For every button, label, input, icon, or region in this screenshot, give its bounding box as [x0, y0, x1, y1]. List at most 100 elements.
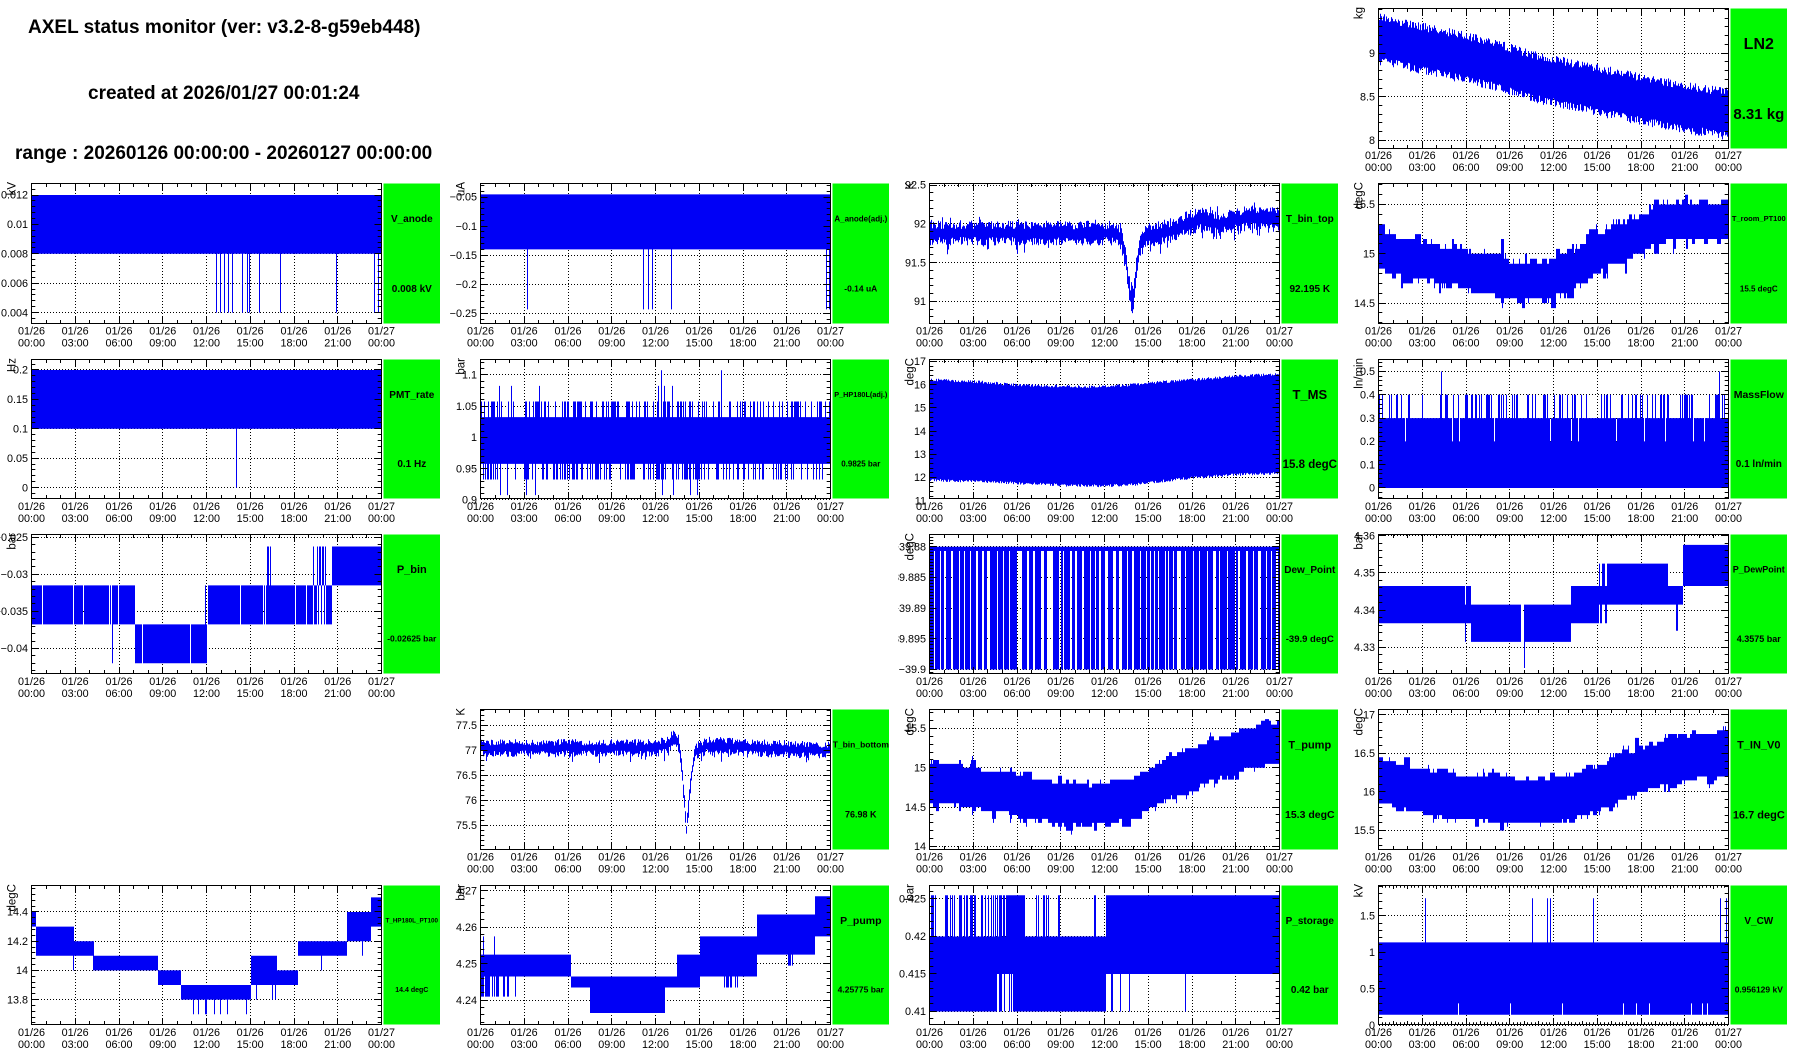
svg-text:01/26: 01/26	[18, 501, 45, 513]
svg-text:09:00: 09:00	[598, 338, 625, 350]
svg-text:4.24: 4.24	[456, 995, 477, 1007]
svg-text:bar: bar	[1354, 533, 1366, 550]
svg-text:15.5: 15.5	[1354, 199, 1375, 211]
svg-text:16.7 degC: 16.7 degC	[1733, 809, 1785, 821]
svg-text:09:00: 09:00	[149, 513, 176, 525]
svg-text:01/27: 01/27	[817, 326, 844, 338]
svg-text:00:00: 00:00	[1266, 688, 1293, 700]
svg-text:15:00: 15:00	[1135, 513, 1162, 525]
svg-text:0: 0	[1369, 1020, 1375, 1032]
svg-text:01/26: 01/26	[1496, 501, 1523, 513]
svg-text:00:00: 00:00	[916, 864, 943, 876]
svg-text:1.05: 1.05	[456, 401, 477, 413]
svg-text:03:00: 03:00	[1409, 513, 1436, 525]
svg-text:01/26: 01/26	[1627, 501, 1654, 513]
svg-text:91.5: 91.5	[905, 257, 926, 269]
svg-text:created at 2026/01/27 00:01:24: created at 2026/01/27 00:01:24	[88, 83, 360, 104]
svg-text:01/26: 01/26	[1091, 501, 1118, 513]
svg-text:15:00: 15:00	[686, 1039, 713, 1051]
svg-text:18:00: 18:00	[1178, 688, 1205, 700]
svg-text:00:00: 00:00	[1365, 688, 1392, 700]
svg-text:01/26: 01/26	[1047, 1027, 1074, 1039]
svg-text:A_anode(adj.): A_anode(adj.)	[834, 214, 887, 223]
svg-text:06:00: 06:00	[1003, 688, 1030, 700]
svg-text:01/26: 01/26	[598, 326, 625, 338]
svg-text:P_pump: P_pump	[840, 915, 881, 927]
svg-text:01/26: 01/26	[193, 326, 220, 338]
svg-text:15:00: 15:00	[1135, 688, 1162, 700]
svg-text:09:00: 09:00	[149, 688, 176, 700]
svg-text:P_DewPoint: P_DewPoint	[1733, 564, 1785, 574]
svg-text:LN2: LN2	[1744, 36, 1774, 53]
svg-text:01/26: 01/26	[686, 326, 713, 338]
svg-text:03:00: 03:00	[960, 864, 987, 876]
svg-text:01/26: 01/26	[1047, 676, 1074, 688]
svg-text:01/26: 01/26	[149, 676, 176, 688]
svg-text:14.5: 14.5	[905, 802, 926, 814]
svg-text:15.5 degC: 15.5 degC	[1740, 284, 1778, 293]
svg-text:00:00: 00:00	[18, 688, 45, 700]
svg-text:09:00: 09:00	[1047, 513, 1074, 525]
svg-text:01/26: 01/26	[642, 501, 669, 513]
svg-text:06:00: 06:00	[1452, 162, 1479, 174]
svg-text:01/26: 01/26	[1496, 326, 1523, 338]
svg-text:15:00: 15:00	[1584, 864, 1611, 876]
svg-text:14: 14	[914, 841, 926, 853]
svg-text:18:00: 18:00	[280, 513, 307, 525]
svg-text:21:00: 21:00	[1222, 688, 1249, 700]
svg-text:01/27: 01/27	[1715, 150, 1742, 162]
svg-text:4.35: 4.35	[1354, 568, 1375, 580]
svg-text:01/26: 01/26	[960, 852, 987, 864]
svg-text:4.34: 4.34	[1354, 605, 1375, 617]
svg-text:01/26: 01/26	[467, 326, 494, 338]
svg-text:76.5: 76.5	[456, 770, 477, 782]
svg-text:01/26: 01/26	[1452, 676, 1479, 688]
svg-text:14.5: 14.5	[1354, 298, 1375, 310]
svg-text:00:00: 00:00	[1365, 338, 1392, 350]
svg-text:16.5: 16.5	[1354, 748, 1375, 760]
svg-text:4.3575 bar: 4.3575 bar	[1737, 634, 1782, 644]
svg-text:09:00: 09:00	[1047, 338, 1074, 350]
svg-text:01/27: 01/27	[1715, 852, 1742, 864]
svg-text:01/26: 01/26	[1222, 501, 1249, 513]
svg-text:15:00: 15:00	[1584, 688, 1611, 700]
svg-text:01/26: 01/26	[62, 1027, 89, 1039]
svg-text:00:00: 00:00	[467, 864, 494, 876]
svg-text:01/26: 01/26	[1584, 326, 1611, 338]
svg-text:01/26: 01/26	[1540, 676, 1567, 688]
svg-text:degC: degC	[7, 884, 19, 912]
svg-text:00:00: 00:00	[1266, 338, 1293, 350]
svg-text:06:00: 06:00	[1452, 688, 1479, 700]
svg-text:21:00: 21:00	[1222, 338, 1249, 350]
svg-text:01/26: 01/26	[1540, 326, 1567, 338]
svg-text:0.008: 0.008	[1, 249, 28, 261]
svg-text:09:00: 09:00	[1496, 688, 1523, 700]
svg-text:01/26: 01/26	[280, 676, 307, 688]
svg-text:00:00: 00:00	[916, 688, 943, 700]
svg-text:06:00: 06:00	[1003, 338, 1030, 350]
svg-text:01/26: 01/26	[62, 501, 89, 513]
svg-text:T_room_PT100: T_room_PT100	[1732, 214, 1786, 223]
svg-text:01/27: 01/27	[1715, 1027, 1742, 1039]
svg-text:01/26: 01/26	[18, 1027, 45, 1039]
svg-text:0.2: 0.2	[13, 365, 28, 377]
svg-text:01/26: 01/26	[642, 326, 669, 338]
svg-text:03:00: 03:00	[62, 513, 89, 525]
svg-text:03:00: 03:00	[1409, 1039, 1436, 1051]
svg-text:15: 15	[914, 763, 926, 775]
svg-text:01/27: 01/27	[1266, 501, 1293, 513]
svg-text:01/26: 01/26	[1671, 501, 1698, 513]
svg-text:01/26: 01/26	[324, 501, 351, 513]
svg-text:01/26: 01/26	[1452, 501, 1479, 513]
svg-text:14.4: 14.4	[7, 907, 28, 919]
svg-text:01/26: 01/26	[1452, 852, 1479, 864]
svg-text:01/27: 01/27	[1266, 1027, 1293, 1039]
svg-text:01/26: 01/26	[149, 1027, 176, 1039]
svg-text:09:00: 09:00	[1496, 864, 1523, 876]
svg-text:18:00: 18:00	[1178, 864, 1205, 876]
svg-text:13: 13	[914, 449, 926, 461]
svg-text:01/26: 01/26	[1178, 1027, 1205, 1039]
svg-text:01/26: 01/26	[1135, 326, 1162, 338]
svg-text:15: 15	[914, 403, 926, 415]
svg-text:01/26: 01/26	[1584, 852, 1611, 864]
